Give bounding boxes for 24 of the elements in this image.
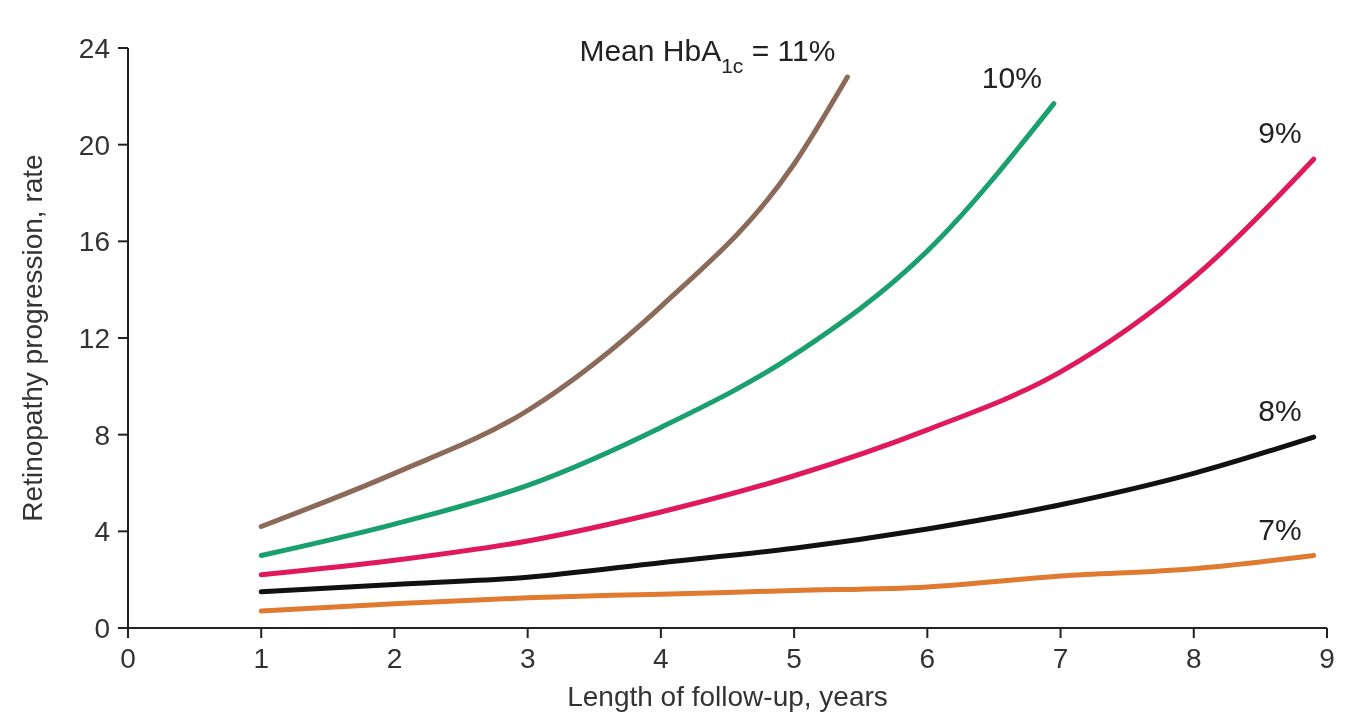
y-axis-title: Retinopathy progression, rate xyxy=(17,154,48,522)
series-label: Mean HbA$_{1c}$ = 11% xyxy=(579,34,836,77)
series-label: 8% xyxy=(1258,394,1302,428)
y-tick-label: 0 xyxy=(94,613,110,644)
x-tick-label: 7 xyxy=(1052,643,1069,674)
x-tick-label: 0 xyxy=(120,643,136,674)
x-tick-label: 1 xyxy=(253,643,270,674)
x-tick-label: 9 xyxy=(1319,643,1335,674)
x-tick-label: 6 xyxy=(919,643,936,674)
series-label: 7% xyxy=(1258,512,1302,546)
x-tick-label: 2 xyxy=(386,643,403,674)
y-tick-label: 24 xyxy=(78,33,110,64)
y-tick-label: 20 xyxy=(78,129,110,161)
x-tick-label: 8 xyxy=(1185,643,1202,674)
x-axis-title: Length of follow-up, years xyxy=(567,681,888,712)
y-tick-label: 16 xyxy=(78,226,110,258)
y-tick-label: 12 xyxy=(78,323,110,354)
series-label: 10% xyxy=(981,60,1042,94)
y-tick-label: 4 xyxy=(94,516,110,548)
x-tick-label: 3 xyxy=(519,643,536,674)
x-tick-label: 5 xyxy=(786,643,802,674)
y-tick-label: 8 xyxy=(94,419,110,451)
series-label: 9% xyxy=(1258,116,1302,150)
x-tick-label: 4 xyxy=(653,643,669,674)
